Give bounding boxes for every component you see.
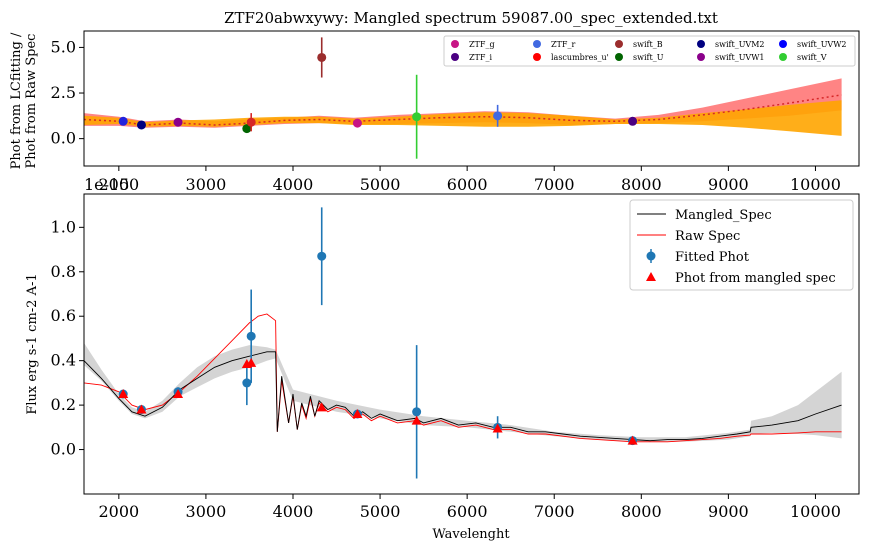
top-legend: ZTF_gZTF_iZTF_rlascumbres_u'swift_Bswift… <box>443 35 856 67</box>
raw-spec-line <box>83 313 842 443</box>
top-xtick-label: 4000 <box>273 175 314 194</box>
phot-mangled-marker <box>316 402 327 412</box>
top-point <box>118 116 128 126</box>
top-legend-swatch <box>697 40 705 48</box>
bottom-ytick-label: 1.0 <box>51 217 76 236</box>
top-legend-label: swift_UVM2 <box>715 40 765 49</box>
fitted-phot-point <box>317 251 327 261</box>
bottom-legend-label: Raw Spec <box>675 229 740 244</box>
bottom-ytick-label: 0.8 <box>51 262 76 281</box>
top-offset-label: 1e-15 <box>84 175 129 194</box>
top-legend-swatch <box>533 53 541 61</box>
top-ylabel-line1: Phot from LCfitting / <box>9 32 24 169</box>
phot-mangled-marker <box>118 389 129 398</box>
top-legend-swatch <box>779 53 787 61</box>
bottom-xlabel: Wavelenght <box>432 527 510 542</box>
bottom-legend-label: Phot from mangled spec <box>675 271 836 286</box>
bottom-legend-label: Fitted Phot <box>675 250 750 265</box>
top-xtick-label: 8000 <box>621 175 662 194</box>
top-point <box>412 112 422 122</box>
top-xtick-label: 3000 <box>186 175 227 194</box>
top-point <box>493 111 503 121</box>
top-legend-label: swift_V <box>797 53 827 62</box>
top-plot-area: 0.0 2.5 5.0 2000 3000 4000 5000 6000 7000 8000 900… <box>51 37 842 194</box>
top-legend-swatch <box>533 40 541 48</box>
top-ratio-band-orange <box>84 100 842 136</box>
bottom-legend-swatch <box>646 272 656 281</box>
top-point <box>242 124 252 134</box>
fitted-phot-point <box>246 331 256 341</box>
top-legend-label: ZTF_i <box>469 53 492 62</box>
top-legend-swatch <box>451 53 459 61</box>
bottom-legend-swatch <box>646 251 656 261</box>
top-legend-swatch <box>615 40 623 48</box>
top-point <box>136 120 146 130</box>
phot-mangled-marker <box>173 389 184 398</box>
top-legend-swatch <box>615 53 623 61</box>
mangled-spec-band <box>84 342 842 442</box>
top-legend-frame <box>443 35 856 67</box>
bottom-plot-frame <box>83 193 860 495</box>
bottom-legend-label: Mangled_Spec <box>675 208 772 223</box>
top-plot-frame <box>83 30 860 167</box>
top-xtick-label: 7000 <box>534 175 575 194</box>
bottom-xtick-label: 2000 <box>98 502 139 521</box>
fitted-phot-point <box>242 378 252 388</box>
top-legend-swatch <box>451 40 459 48</box>
bottom-ylabel: Flux erg s-1 cm-2 A-1 <box>25 273 40 414</box>
phot-mangled-marker <box>136 404 147 414</box>
top-xtick-label: 10000 <box>790 175 841 194</box>
top-legend-label: swift_U <box>633 53 664 62</box>
top-xtick-label: 2000 <box>98 175 139 194</box>
fitted-phot-point <box>412 407 422 417</box>
bottom-xtick-label: 7000 <box>534 502 575 521</box>
bottom-xtick-label: 4000 <box>273 502 314 521</box>
top-ytick-label: 0.0 <box>51 129 76 148</box>
top-point <box>173 117 183 127</box>
top-ylabel-line2: Phot from Raw Spec <box>24 34 39 169</box>
top-legend-swatch <box>697 53 705 61</box>
phot-mangled-marker <box>411 415 422 425</box>
top-ytick-label: 2.5 <box>51 83 76 102</box>
top-legend-label: swift_B <box>633 40 663 49</box>
bottom-xtick-label: 6000 <box>447 502 488 521</box>
top-point <box>246 117 256 127</box>
bottom-xtick-label: 5000 <box>360 502 401 521</box>
bottom-xtick-label: 9000 <box>708 502 749 521</box>
top-legend-label: lascumbres_u' <box>551 53 609 62</box>
top-point <box>628 116 638 126</box>
phot-mangled-marker <box>352 409 363 418</box>
bottom-ytick-label: 0.2 <box>51 395 76 414</box>
top-ytick-label: 5.0 <box>51 37 76 56</box>
bottom-ytick-label: 0.6 <box>51 306 76 325</box>
bottom-plot-area: 0.0 0.2 0.4 0.6 0.8 1.0 2000 3000 4000 5000 6000 70… <box>51 207 842 521</box>
mangled-spec-line <box>83 351 842 442</box>
bottom-legend: Mangled_Spec Raw Spec Fitted Phot Phot from… <box>629 199 854 291</box>
top-xtick-label: 9000 <box>708 175 749 194</box>
bottom-ytick-label: 0.0 <box>51 440 76 459</box>
top-chart-title: ZTF20abwxywy: Mangled spectrum 59087.00_… <box>224 9 718 27</box>
top-point <box>317 52 327 62</box>
top-legend-swatch <box>779 40 787 48</box>
bottom-xtick-label: 3000 <box>186 502 227 521</box>
top-legend-label: swift_UVW2 <box>797 40 847 49</box>
phot-mangled-marker <box>627 435 638 445</box>
phot-mangled-marker <box>246 357 257 367</box>
bottom-legend-frame <box>629 199 854 291</box>
bottom-xtick-label: 8000 <box>621 502 662 521</box>
top-xtick-label: 5000 <box>360 175 401 194</box>
top-point <box>352 118 362 128</box>
top-legend-label: ZTF_g <box>469 40 495 49</box>
top-xtick-label: 6000 <box>447 175 488 194</box>
phot-mangled-marker <box>492 423 503 433</box>
top-legend-label: ZTF_r <box>551 40 575 49</box>
top-legend-label: swift_UVW1 <box>715 53 765 62</box>
bottom-ytick-label: 0.4 <box>51 351 76 370</box>
bottom-xtick-label: 10000 <box>790 502 841 521</box>
